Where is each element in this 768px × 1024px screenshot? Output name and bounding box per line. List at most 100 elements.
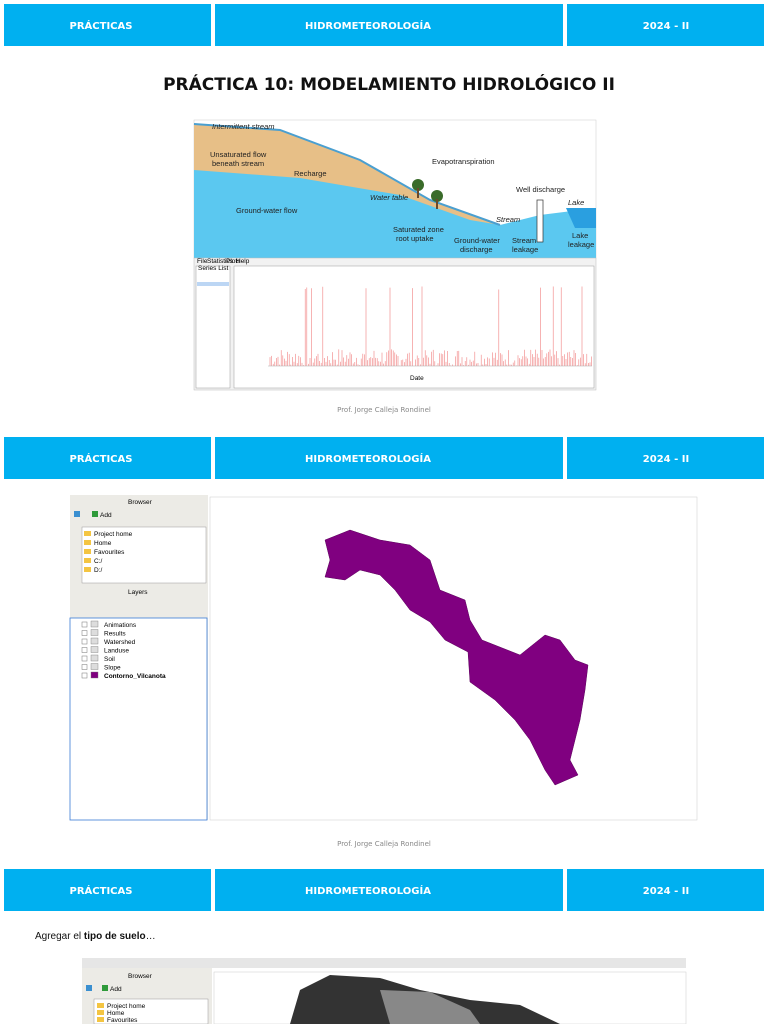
header-cell [567,4,764,46]
menu-item: Plots [226,258,241,265]
header-right: 2024 - II [643,886,689,897]
header: PRÁCTICAS HIDROMETEOROLOGÍA 2024 - II [4,437,764,479]
browser-item: Favourites [107,1017,138,1024]
footer: Prof. Jorge Calleja Rondinel [337,406,431,414]
panel-title: Layers [128,589,148,596]
spikes [269,286,592,366]
label: Ground-water [454,236,500,245]
folder-icon [84,549,91,554]
checkbox [81,638,88,645]
label: Water table [370,193,408,202]
surface [193,123,501,226]
x-label: Date [410,375,424,382]
checkbox [81,672,88,679]
instruction: Agregar el tipo de suelo… [35,931,156,942]
label: beneath stream [212,159,264,168]
browser-item: C:/ [94,558,103,565]
chart-window: File Statistics Plots Help Series List D… [193,257,597,391]
label: root uptake [396,234,434,243]
qgis-screenshot: Browser Add Project home Home Favourites C:… [69,495,698,821]
label: leakage [568,240,594,249]
layer-item: Slope [104,665,121,672]
label: Lake [572,231,588,240]
footer: Prof. Jorge Calleja Rondinel [337,840,431,848]
panel-title: Browser [128,499,153,506]
series-list: Series List [198,265,229,272]
label: Saturated zone [393,225,444,234]
panel-title: Browser [128,973,153,980]
layer-item: Watershed [104,639,136,646]
layer-item: Contorno_Vilcanota [104,673,166,680]
browser-item: Favourites [94,549,125,556]
layer-item: Landuse [104,648,129,655]
label: Stream [496,215,520,224]
layer-icon [90,637,99,645]
button[interactable]: Add [100,512,112,519]
menu-item: Help [236,258,250,265]
trees [412,179,443,209]
header: PRÁCTICAS HIDROMETEOROLOGÍA 2024 - II [4,869,764,911]
label: leakage [512,245,538,254]
layer-icon [90,654,99,662]
layer-icon [90,646,99,653]
figure: Intermittent stream Unsaturated flow ben… [193,119,597,259]
folder-icon [84,540,91,545]
layer-icon [90,620,99,628]
checkbox [81,647,88,653]
header-left: PRÁCTICAS [70,19,133,32]
checkbox [81,655,88,662]
header-right: 2024 - II [643,454,689,465]
browser-item: Project home [94,531,133,538]
layer-item: Soil [104,656,115,663]
label: Stream [512,236,536,245]
layer-item: Results [104,631,126,638]
browser-item: Home [107,1010,125,1017]
folder-icon [97,1010,104,1015]
browser-item: Project home [107,1003,146,1010]
header: PRÁCTICAS HIDROMETEOROLOGÍA 2024 - II [4,4,764,46]
label: Intermittent stream [212,122,275,131]
label: discharge [460,245,493,254]
header-center: HIDROMETEOROLOGÍA [305,19,431,32]
text-bold: tipo de suelo [84,931,146,942]
header-center: HIDROMETEOROLOGÍA [305,884,431,897]
header-right: 2024 - II [643,21,689,32]
label: Lake [568,198,584,207]
folder-icon [84,531,91,536]
text: Agregar el [35,931,84,942]
layer-icon [90,629,99,636]
header-cell [4,4,211,46]
layer-item: Animations [104,622,137,629]
header-center: HIDROMETEOROLOGÍA [305,452,431,465]
checkbox [81,664,88,670]
well [536,199,544,243]
folder-icon [84,558,91,563]
folder-icon [84,567,91,572]
slide-title: PRÁCTICA 10: MODELAMIENTO HIDROLÓGICO II [163,73,615,95]
watershed-polygon [324,529,589,786]
browser-item: D:/ [94,567,103,574]
header-left: PRÁCTICAS [70,452,133,465]
folder-icon [97,1003,104,1008]
folder-icon [97,1017,104,1022]
header-cell [215,4,563,46]
label: Recharge [294,169,327,178]
menu-item: Statistics [207,258,234,265]
unsaturated-zone [194,124,500,225]
header-left: PRÁCTICAS [70,884,133,897]
label: Ground-water flow [236,206,298,215]
menu-item: File [197,258,208,265]
checkbox [81,621,88,628]
text: … [146,931,156,942]
button[interactable]: Add [110,986,122,993]
lake [566,208,596,228]
layer-icon [90,671,99,679]
label: Unsaturated flow [210,150,267,159]
checkbox [81,630,88,636]
label: Well discharge [516,185,565,194]
label: Evapotranspiration [432,157,495,166]
browser-item: Home [94,540,112,547]
layer-icon [90,663,99,670]
